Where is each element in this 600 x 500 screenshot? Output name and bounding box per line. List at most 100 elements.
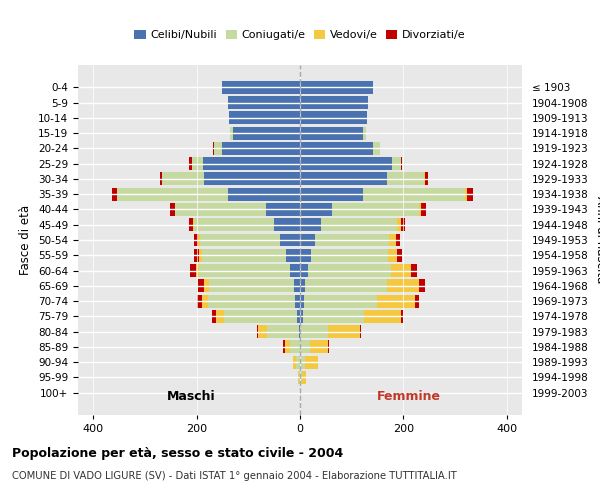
Bar [415, 294, 419, 308]
Bar [197, 294, 202, 308]
Bar [191, 157, 203, 170]
Bar [328, 325, 360, 338]
Bar [421, 203, 426, 216]
Bar [364, 310, 401, 323]
Bar [311, 249, 388, 262]
Bar [301, 325, 328, 338]
Bar [419, 280, 425, 292]
Bar [388, 249, 397, 262]
Bar [190, 264, 196, 277]
Bar [112, 188, 117, 200]
Bar [300, 142, 373, 155]
Bar [170, 203, 175, 216]
Bar [217, 310, 224, 323]
Bar [401, 310, 403, 323]
Bar [302, 310, 364, 323]
Bar [214, 142, 221, 155]
Bar [300, 188, 363, 200]
Bar [397, 249, 402, 262]
Bar [198, 280, 205, 292]
Bar [299, 325, 300, 338]
Bar [293, 356, 296, 368]
Bar [377, 294, 415, 308]
Bar [363, 188, 465, 200]
Bar [266, 203, 300, 216]
Bar [387, 280, 419, 292]
Bar [267, 325, 299, 338]
Bar [300, 264, 308, 277]
Bar [373, 142, 380, 155]
Bar [224, 310, 298, 323]
Bar [300, 280, 305, 292]
Bar [290, 264, 300, 277]
Bar [300, 249, 311, 262]
Bar [196, 264, 199, 277]
Bar [419, 203, 421, 216]
Bar [228, 96, 300, 109]
Bar [300, 294, 304, 308]
Bar [199, 264, 290, 277]
Bar [175, 203, 266, 216]
Bar [392, 157, 401, 170]
Bar [280, 234, 300, 246]
Bar [294, 280, 300, 292]
Bar [363, 126, 365, 140]
Bar [401, 218, 406, 231]
Bar [117, 188, 228, 200]
Bar [203, 157, 300, 170]
Bar [283, 340, 284, 353]
Bar [389, 234, 396, 246]
Bar [328, 340, 329, 353]
Bar [202, 294, 208, 308]
Bar [194, 218, 274, 231]
Bar [230, 126, 233, 140]
Text: Popolazione per età, sesso e stato civile - 2004: Popolazione per età, sesso e stato civil… [12, 446, 343, 460]
Bar [208, 294, 295, 308]
Bar [189, 157, 191, 170]
Bar [229, 112, 300, 124]
Bar [300, 386, 301, 399]
Bar [194, 234, 198, 246]
Bar [300, 325, 301, 338]
Text: COMUNE DI VADO LIGURE (SV) - Dati ISTAT 1° gennaio 2004 - Elaborazione TUTTITALI: COMUNE DI VADO LIGURE (SV) - Dati ISTAT … [12, 471, 457, 481]
Bar [300, 371, 302, 384]
Text: Maschi: Maschi [167, 390, 216, 404]
Bar [397, 218, 401, 231]
Bar [467, 188, 473, 200]
Bar [305, 280, 387, 292]
Bar [425, 172, 428, 186]
Bar [233, 126, 300, 140]
Bar [212, 310, 217, 323]
Bar [401, 157, 402, 170]
Bar [300, 157, 392, 170]
Bar [300, 234, 316, 246]
Bar [302, 371, 306, 384]
Bar [284, 340, 290, 353]
Bar [360, 325, 361, 338]
Bar [308, 264, 391, 277]
Bar [310, 340, 328, 353]
Bar [396, 234, 400, 246]
Bar [424, 172, 425, 186]
Y-axis label: Fasce di età: Fasce di età [19, 205, 32, 275]
Bar [189, 218, 193, 231]
Bar [221, 142, 300, 155]
Bar [320, 218, 397, 231]
Bar [286, 249, 300, 262]
Bar [193, 218, 194, 231]
Bar [205, 280, 209, 292]
Bar [300, 126, 363, 140]
Bar [198, 234, 200, 246]
Bar [300, 203, 332, 216]
Bar [257, 325, 267, 338]
Bar [300, 356, 305, 368]
Bar [411, 264, 417, 277]
Bar [295, 294, 300, 308]
Bar [316, 234, 389, 246]
Bar [162, 172, 205, 186]
Bar [391, 264, 411, 277]
Bar [301, 340, 310, 353]
Bar [465, 188, 467, 200]
Bar [300, 340, 301, 353]
Bar [209, 280, 294, 292]
